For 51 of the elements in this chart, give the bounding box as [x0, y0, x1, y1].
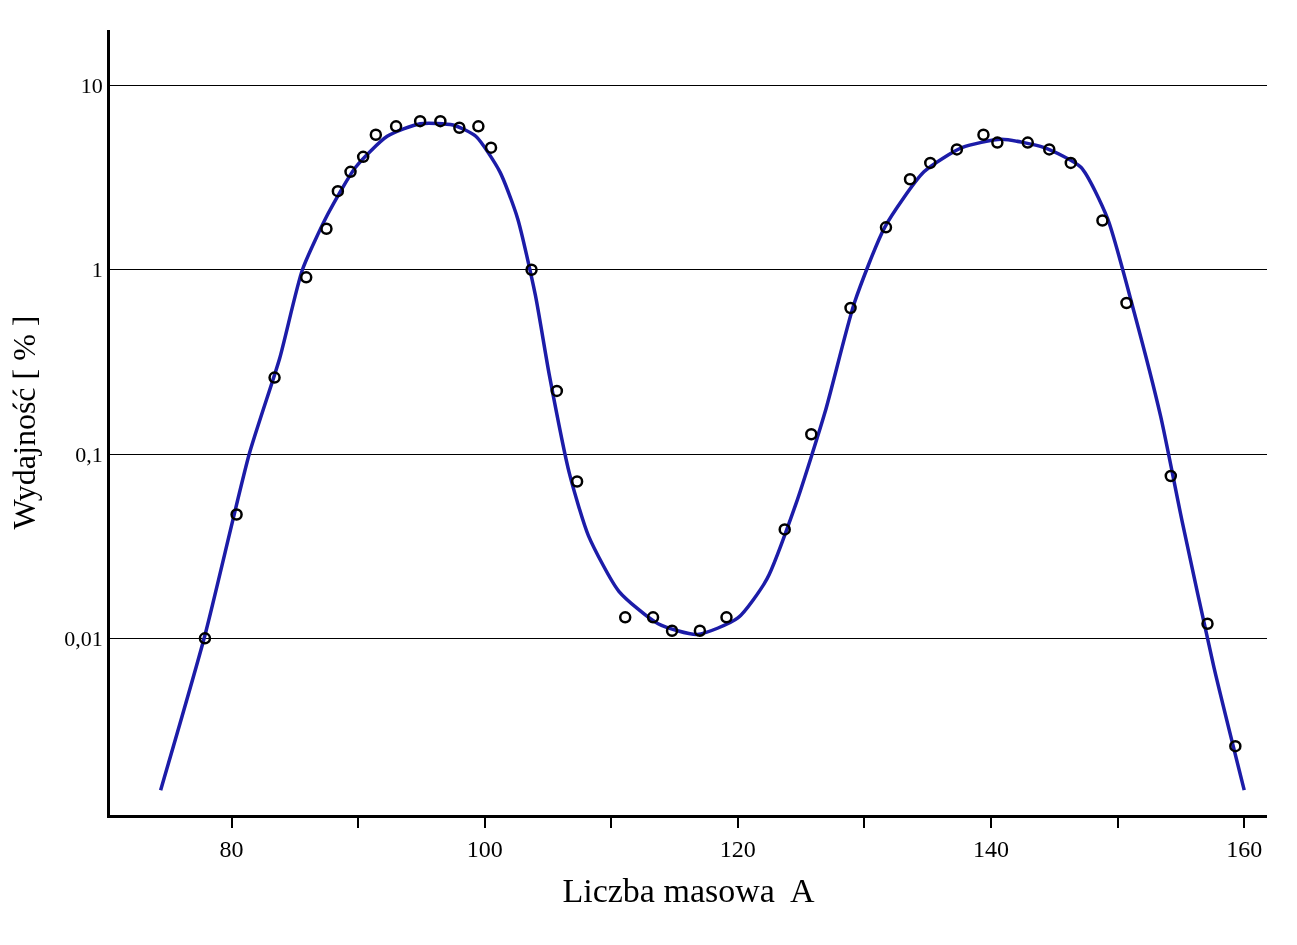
point	[844, 301, 857, 315]
y-tick-label: 0,1	[75, 441, 103, 467]
point	[1021, 136, 1034, 149]
point	[453, 121, 466, 134]
point	[903, 172, 917, 186]
point	[230, 508, 243, 521]
x-tick-label: 160	[1226, 835, 1263, 862]
point	[299, 271, 313, 284]
point	[1096, 214, 1109, 227]
point	[389, 120, 403, 133]
point	[570, 475, 584, 488]
point	[1064, 156, 1078, 170]
point	[413, 114, 427, 128]
point	[268, 371, 281, 384]
point	[331, 184, 345, 198]
x-tick-label: 140	[973, 835, 1010, 862]
point	[665, 624, 679, 637]
y-axis-title: Wydajność [ % ]	[5, 315, 42, 530]
x-tick-label: 100	[466, 835, 503, 862]
point	[924, 156, 937, 170]
y-tick-label: 10	[80, 73, 103, 99]
point	[320, 222, 333, 235]
point	[646, 611, 660, 624]
point	[778, 523, 791, 536]
point	[344, 165, 357, 179]
point	[693, 624, 707, 637]
point	[1164, 469, 1178, 483]
point	[525, 263, 538, 277]
point	[1229, 739, 1242, 753]
point	[369, 128, 383, 142]
y-tick-label: 1	[91, 257, 103, 283]
point	[434, 114, 447, 128]
point	[977, 128, 990, 142]
point	[618, 611, 632, 624]
point	[950, 143, 964, 156]
point	[550, 384, 564, 398]
point	[1120, 296, 1133, 310]
x-axis-title: Liczba masowa A	[562, 871, 815, 909]
y-tick-label: 0,01	[64, 626, 103, 652]
point	[805, 428, 818, 441]
point	[1043, 143, 1056, 156]
point	[198, 632, 212, 645]
point	[484, 141, 498, 154]
point	[720, 611, 733, 624]
point	[991, 136, 1004, 149]
point	[879, 221, 893, 234]
x-tick-label: 80	[219, 835, 244, 862]
x-tick-label: 120	[719, 835, 756, 862]
point	[356, 150, 370, 164]
point	[1201, 617, 1214, 630]
point	[472, 120, 485, 133]
